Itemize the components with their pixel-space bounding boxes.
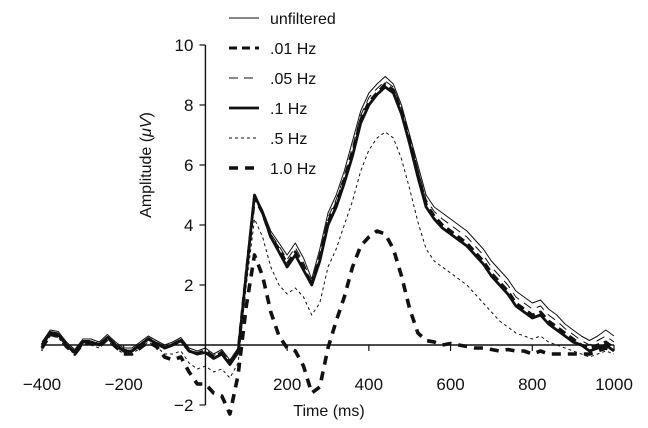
x-tick-label: 800 bbox=[518, 375, 546, 394]
x-tick-label: 1000 bbox=[595, 375, 633, 394]
series-line-1-0-hz bbox=[40, 229, 615, 416]
legend-label-5-hz: .5 Hz bbox=[270, 131, 307, 148]
x-tick-label: 200 bbox=[273, 375, 301, 394]
x-axis-title: Time (ms) bbox=[293, 403, 364, 420]
y-tick-label: 6 bbox=[184, 156, 193, 175]
tick-label-layer: −400 −200 200 400 600 800 1000 −2 2 4 6 8 10 bbox=[23, 36, 633, 415]
x-tick-label: 600 bbox=[436, 375, 464, 394]
legend-label-1-0-hz: 1.0 Hz bbox=[270, 161, 316, 178]
legend-label-01-hz: .01 Hz bbox=[270, 41, 316, 58]
series-layer bbox=[40, 76, 615, 416]
y-tick-label: −2 bbox=[174, 396, 193, 415]
legend-label-05-hz: .05 Hz bbox=[270, 71, 316, 88]
x-tick-label: 400 bbox=[355, 375, 383, 394]
series-line-5-hz bbox=[41, 131, 615, 379]
y-tick-label: 10 bbox=[175, 36, 194, 55]
legend-label-1-hz: .1 Hz bbox=[270, 101, 307, 118]
series-line-1-hz bbox=[40, 85, 615, 366]
y-tick-label: 2 bbox=[184, 276, 193, 295]
y-tick-label: 8 bbox=[184, 96, 193, 115]
y-axis-title-unit: μV bbox=[138, 116, 155, 138]
x-tick-label: −400 bbox=[23, 375, 61, 394]
series-line-05-hz bbox=[41, 80, 615, 362]
legend-label-unfiltered: unfiltered bbox=[270, 11, 336, 28]
x-tick-label: −200 bbox=[105, 375, 143, 394]
y-axis-title-main: Amplitude ( bbox=[138, 136, 155, 218]
y-axis-title: Amplitude (μV) bbox=[138, 112, 155, 218]
y-tick-label: 4 bbox=[184, 216, 193, 235]
series-line-unfiltered bbox=[41, 76, 615, 361]
legend: unfiltered .01 Hz .05 Hz .1 Hz .5 Hz 1.0 Hz bbox=[229, 11, 336, 178]
y-axis-title-close: ) bbox=[138, 112, 155, 117]
